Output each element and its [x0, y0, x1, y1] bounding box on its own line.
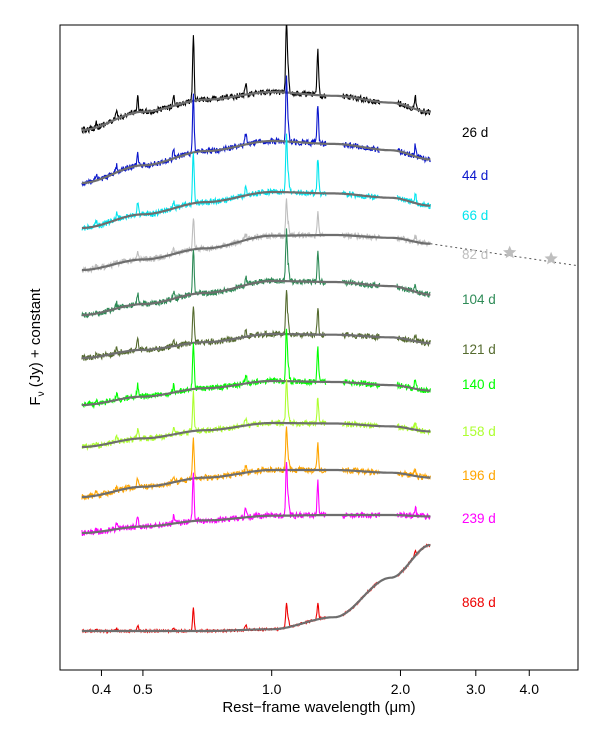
- y-axis-label-sub: ν: [36, 391, 47, 396]
- y-axis-label: Fν (Jy) + constant: [27, 288, 47, 406]
- y-axis-label-rest: (Jy) + constant: [27, 288, 44, 392]
- x-tick-label: 0.5: [133, 681, 153, 697]
- y-axis-label-main: F: [27, 396, 44, 405]
- x-tick-label: 3.0: [466, 681, 486, 697]
- plot-frame: [59, 24, 579, 671]
- spectrum-140d: [81, 328, 431, 410]
- epoch-label-140d: 140 d: [462, 377, 496, 392]
- fit-curve-121d: [81, 332, 431, 360]
- fit-curve-44d: [81, 139, 431, 185]
- fit-curve-26d: [81, 90, 431, 132]
- fit-curve-104d: [81, 279, 431, 317]
- x-axis-label: Rest−frame wavelength (μm): [222, 699, 415, 716]
- fit-curve-158d: [81, 421, 431, 449]
- x-axis: 0.4 0.5 1.0 2.0 3.0 4.0: [92, 670, 539, 697]
- epoch-label-44d: 44 d: [462, 168, 488, 183]
- spectrum-26d: [81, 25, 431, 135]
- dotted-extrapolation-82d: [430, 243, 578, 267]
- epoch-label-158d: 158 d: [462, 424, 496, 439]
- fit-curve-239d: [81, 513, 431, 535]
- star-point-82d-1: [503, 245, 517, 259]
- plot-area: [81, 25, 578, 635]
- x-tick-label: 2.0: [391, 681, 411, 697]
- epoch-label-104d: 104 d: [462, 292, 496, 307]
- x-tick-label: 0.4: [92, 681, 112, 697]
- fit-curve-196d: [81, 468, 431, 499]
- fit-curve-66d: [81, 190, 431, 230]
- epoch-labels: 26 d 44 d 66 d 82 d 104 d 121 d 140 d 158 d 196 …: [462, 125, 496, 610]
- x-tick-label: 1.0: [262, 681, 282, 697]
- x-tick-label: 4.0: [520, 681, 540, 697]
- epoch-label-66d: 66 d: [462, 208, 488, 223]
- epoch-label-121d: 121 d: [462, 342, 496, 357]
- epoch-label-239d: 239 d: [462, 511, 496, 526]
- epoch-label-868d: 868 d: [462, 595, 496, 610]
- spectrum-868d: [81, 543, 431, 635]
- star-point-82d-2: [544, 251, 558, 265]
- epoch-label-82d: 82 d: [462, 247, 488, 262]
- spectrum-82d: [81, 198, 431, 274]
- fit-curve-868d: [81, 543, 431, 633]
- epoch-label-196d: 196 d: [462, 468, 496, 483]
- fit-curve-140d: [81, 379, 431, 407]
- fit-curve-82d: [81, 233, 431, 272]
- epoch-label-26d: 26 d: [462, 125, 488, 140]
